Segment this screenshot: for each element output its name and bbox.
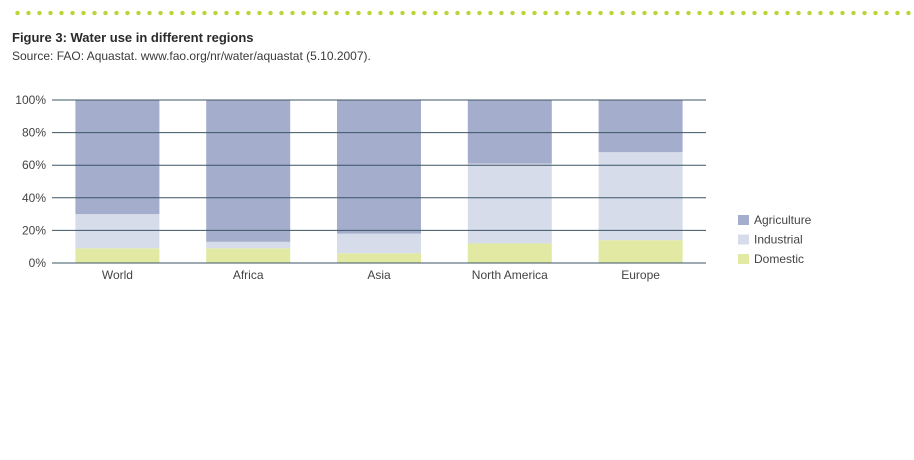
y-tick-label: 60% (22, 158, 46, 172)
decorative-dot-border (12, 10, 912, 16)
legend-swatch-agriculture (738, 215, 749, 225)
bar-agriculture-world (75, 100, 160, 215)
legend-label-agriculture: Agriculture (754, 213, 812, 227)
y-tick-label: 0% (29, 256, 47, 270)
bar-domestic-africa (206, 248, 291, 263)
figure-title: Figure 3: Water use in different regions (12, 30, 254, 45)
x-tick-label: World (102, 268, 133, 282)
bar-industrial-world (75, 214, 160, 249)
legend-swatch-domestic (738, 254, 749, 264)
y-tick-label: 100% (15, 93, 46, 107)
x-tick-label: Europe (621, 268, 660, 282)
bar-industrial-asia (337, 233, 421, 254)
legend-swatch-industrial (738, 234, 749, 245)
y-tick-label: 40% (22, 191, 46, 205)
bar-agriculture-europe (598, 100, 683, 153)
bar-domestic-world (75, 248, 160, 263)
y-tick-label: 80% (22, 126, 46, 140)
x-tick-label: Asia (367, 268, 391, 282)
bar-domestic-europe (598, 240, 683, 263)
y-tick-label: 20% (22, 223, 46, 237)
bar-domestic-north-america (467, 243, 552, 263)
bar-agriculture-africa (206, 100, 291, 242)
bar-industrial-africa (206, 241, 291, 249)
figure-source: Source: FAO: Aquastat. www.fao.org/nr/wa… (12, 49, 371, 63)
bar-industrial-north-america (467, 163, 552, 244)
bar-agriculture-north-america (467, 100, 552, 164)
legend-label-industrial: Industrial (754, 233, 803, 247)
bar-agriculture-asia (337, 100, 421, 234)
x-tick-label: Africa (233, 268, 264, 282)
bar-domestic-asia (337, 253, 421, 263)
legend-label-domestic: Domestic (754, 252, 804, 266)
bar-industrial-europe (598, 152, 683, 241)
x-tick-label: North America (472, 268, 548, 282)
